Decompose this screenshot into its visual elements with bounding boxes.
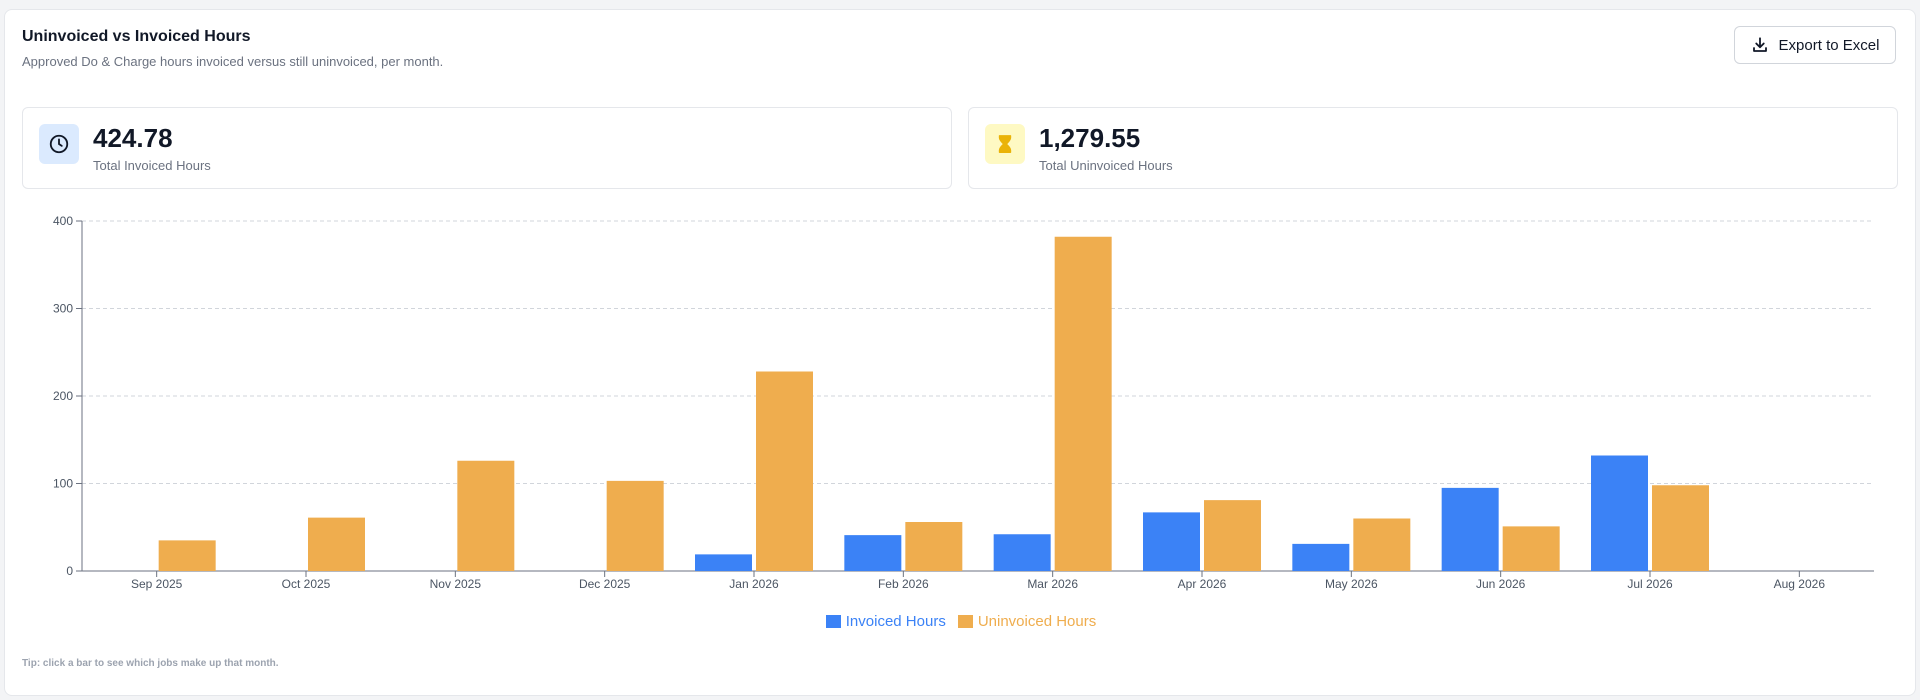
x-tick-label: Sep 2025 <box>131 577 183 591</box>
clock-icon <box>39 124 79 164</box>
chart-legend: Invoiced Hours Uninvoiced Hours <box>5 613 1917 630</box>
y-tick-label: 400 <box>53 214 73 228</box>
hourglass-icon <box>985 124 1025 164</box>
x-tick-label: Oct 2025 <box>282 577 331 591</box>
legend-label-invoiced: Invoiced Hours <box>845 613 946 630</box>
y-tick-label: 100 <box>53 477 73 491</box>
x-tick-label: Aug 2026 <box>1774 577 1826 591</box>
y-tick-label: 200 <box>53 389 73 403</box>
bar-uninvoiced[interactable] <box>1353 518 1411 572</box>
legend-swatch-uninvoiced <box>957 615 973 628</box>
y-tick-label: 300 <box>53 302 73 316</box>
legend-label-uninvoiced: Uninvoiced Hours <box>977 613 1097 630</box>
download-icon <box>1752 37 1767 52</box>
page-title: Uninvoiced vs Invoiced Hours <box>22 28 251 45</box>
bar-uninvoiced[interactable] <box>1652 485 1709 571</box>
chart-tip: Tip: click a bar to see which jobs make … <box>22 658 279 669</box>
invoiced-hours-label: Total Invoiced Hours <box>93 158 211 173</box>
bar-uninvoiced[interactable] <box>457 460 515 571</box>
x-tick-label: Jan 2026 <box>729 577 779 591</box>
x-tick-label: Apr 2026 <box>1178 577 1227 591</box>
x-tick-label: May 2026 <box>1325 577 1378 591</box>
bar-uninvoiced[interactable] <box>1502 526 1560 571</box>
x-tick-label: Mar 2026 <box>1027 577 1078 591</box>
bar-uninvoiced[interactable] <box>905 522 963 571</box>
x-tick-label: Nov 2025 <box>430 577 482 591</box>
bar-uninvoiced[interactable] <box>756 371 813 572</box>
bar-uninvoiced[interactable] <box>158 540 216 571</box>
x-tick-label: Jul 2026 <box>1627 577 1673 591</box>
export-button-label: Export to Excel <box>1778 36 1880 54</box>
bar-chart: 0 100 200 300 400 Sep 2025 Oct 2025 Nov 2025 Dec… <box>53 214 1874 591</box>
legend-item-invoiced[interactable]: Invoiced Hours <box>825 613 946 630</box>
y-tick-label: 0 <box>66 564 73 578</box>
bar-uninvoiced[interactable] <box>308 517 365 571</box>
chart-panel: Uninvoiced vs Invoiced Hours Approved Do… <box>4 9 1916 696</box>
bar-invoiced[interactable] <box>993 534 1051 571</box>
x-tick-label: Jun 2026 <box>1476 577 1526 591</box>
invoiced-hours-value: 424.78 <box>93 123 173 153</box>
legend-item-uninvoiced[interactable]: Uninvoiced Hours <box>957 613 1097 630</box>
x-tick-label: Dec 2025 <box>579 577 631 591</box>
uninvoiced-hours-label: Total Uninvoiced Hours <box>1039 158 1173 173</box>
bar-uninvoiced[interactable] <box>1204 500 1261 571</box>
uninvoiced-hours-value: 1,279.55 <box>1039 123 1141 153</box>
bar-invoiced[interactable] <box>844 535 902 571</box>
legend-swatch-invoiced <box>825 615 841 628</box>
export-to-excel-button[interactable]: Export to Excel <box>1734 26 1896 64</box>
bar-invoiced[interactable] <box>1441 487 1499 571</box>
bar-uninvoiced[interactable] <box>606 480 664 571</box>
bar-uninvoiced[interactable] <box>1054 236 1112 571</box>
bar-invoiced[interactable] <box>1292 543 1350 571</box>
invoiced-hours-card: 424.78 Total Invoiced Hours <box>22 107 952 189</box>
x-tick-label: Feb 2026 <box>878 577 929 591</box>
page-subtitle: Approved Do & Charge hours invoiced vers… <box>22 54 444 69</box>
bar-invoiced[interactable] <box>1591 455 1648 572</box>
bar-invoiced[interactable] <box>695 554 752 571</box>
uninvoiced-hours-card: 1,279.55 Total Uninvoiced Hours <box>968 107 1898 189</box>
bar-invoiced[interactable] <box>1143 512 1200 571</box>
